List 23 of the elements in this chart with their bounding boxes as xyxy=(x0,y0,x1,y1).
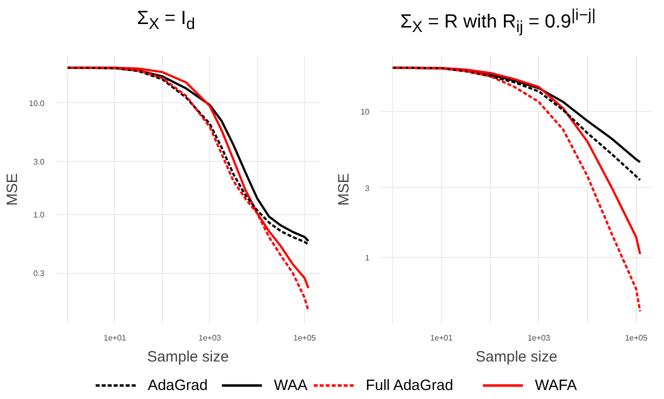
y-axis-title: MSE xyxy=(336,173,353,206)
y-tick-label: 0.3 xyxy=(33,269,46,278)
x-tick-label: 1e+05 xyxy=(624,334,648,342)
legend-label: AdaGrad xyxy=(148,377,208,394)
legend-label: Full AdaGrad xyxy=(366,377,454,394)
y-tick-label: 10 xyxy=(360,107,370,116)
y-tick-label: 10.0 xyxy=(28,98,46,108)
chart-title: Σ$_{X}$ = I$_{d}$ xyxy=(136,7,196,35)
x-axis-title: Sample size xyxy=(476,348,558,366)
x-axis-title: Sample size xyxy=(147,348,229,366)
x-tick-label: 1e+03 xyxy=(198,334,222,342)
x-tick-label: 1e+05 xyxy=(293,334,316,342)
chart-title: Σ$_{X}$ = R with R$_{ij}$ = 0.9$^{|i−j|}$ xyxy=(399,6,597,38)
y-tick-label: 3.0 xyxy=(33,157,46,166)
legend-label: WAFA xyxy=(534,377,577,394)
x-tick-label: 1e+01 xyxy=(430,334,454,342)
x-tick-label: 1e+01 xyxy=(104,334,127,342)
y-axis-title: MSE xyxy=(4,173,21,206)
legend-label: WAA xyxy=(274,377,308,394)
y-tick-label: 1 xyxy=(365,254,370,263)
y-tick-label: 1.0 xyxy=(33,210,46,220)
x-tick-label: 1e+03 xyxy=(528,334,551,342)
y-tick-label: 3 xyxy=(365,184,370,193)
